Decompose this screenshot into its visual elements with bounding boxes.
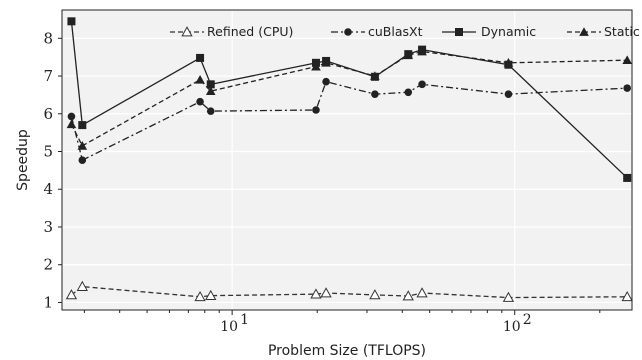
data-point [504, 90, 513, 98]
series-static [66, 46, 632, 150]
data-point [502, 291, 515, 302]
legend-item: Refined (CPU) [170, 24, 293, 39]
data-point [321, 58, 331, 67]
data-point [206, 107, 215, 115]
legend-item: Static [567, 24, 640, 39]
x-tick-exponent: 1 [240, 312, 249, 328]
legend-label: Static [604, 24, 640, 39]
data-point [194, 290, 206, 302]
y-tick-label: 4 [43, 180, 53, 198]
legend-label: Refined (CPU) [207, 24, 293, 39]
data-point [205, 289, 217, 301]
data-point [205, 86, 216, 95]
series-line [70, 50, 628, 147]
series-layer [65, 17, 633, 302]
data-point [621, 290, 633, 302]
data-point [416, 287, 428, 298]
x-tick-label: 10 2 [503, 312, 532, 335]
data-point [623, 173, 632, 182]
data-point [196, 97, 204, 106]
series-cublasxt [67, 77, 631, 164]
y-tick-label: 2 [43, 256, 53, 274]
x-axis-label: Problem Size (TFLOPS) [268, 343, 426, 359]
legend-marker [455, 28, 463, 36]
data-point [417, 46, 427, 56]
data-point [310, 288, 322, 299]
data-point [78, 121, 87, 130]
data-point [311, 61, 321, 71]
data-point [66, 119, 77, 129]
data-point [322, 77, 330, 86]
legend-label: cuBlasXt [368, 24, 423, 39]
data-point [371, 90, 379, 98]
x-tick-exponent: 2 [523, 312, 532, 328]
data-point [206, 80, 215, 89]
legend-item: Dynamic [442, 24, 536, 39]
x-axis-ticks: 10 1 10 2 [83, 310, 601, 335]
x-tick-base: 10 [220, 319, 238, 335]
y-tick-label: 7 [43, 67, 53, 85]
data-point [67, 112, 76, 121]
data-point [78, 156, 87, 164]
y-axis-ticks: 1 2 3 4 5 6 7 8 [43, 29, 62, 311]
y-axis-label: Speedup [15, 129, 31, 191]
x-tick-label: 10 1 [220, 312, 249, 335]
y-tick-label: 6 [43, 105, 53, 123]
x-tick-base: 10 [503, 319, 521, 335]
data-point [622, 55, 632, 65]
data-point [370, 71, 380, 80]
data-point [403, 50, 414, 60]
data-point [195, 75, 205, 84]
y-tick-label: 3 [43, 218, 53, 236]
data-point [623, 84, 631, 92]
data-point [369, 289, 381, 300]
data-point [312, 106, 320, 114]
plot-area [62, 10, 632, 310]
data-point [402, 290, 414, 301]
y-tick-label: 5 [43, 143, 53, 161]
data-point [320, 287, 332, 298]
legend-item: cuBlasXt [331, 24, 423, 39]
y-tick-label: 8 [43, 29, 53, 47]
data-point [418, 80, 426, 89]
legend-marker [181, 26, 193, 37]
data-point [67, 17, 76, 26]
data-point [77, 141, 88, 150]
plot-frame [61, 9, 633, 311]
legend-label: Dynamic [481, 24, 536, 39]
data-point [76, 280, 88, 291]
legend-marker [344, 28, 352, 36]
data-point [404, 88, 413, 97]
grid-lines [62, 10, 632, 310]
y-tick-label: 1 [43, 293, 53, 311]
legend: Refined (CPU) cuBlasXt Dynamic Static [170, 24, 640, 39]
data-point [196, 53, 205, 62]
data-point [65, 289, 78, 300]
series-refined-cpu [65, 280, 633, 302]
legend-marker [579, 27, 589, 36]
data-point [503, 58, 514, 67]
